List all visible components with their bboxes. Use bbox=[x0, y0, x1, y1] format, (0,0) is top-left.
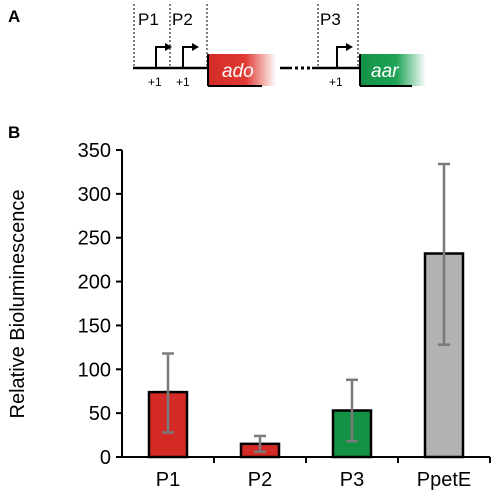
y-tick-label: 250 bbox=[78, 228, 111, 250]
y-tick-label: 350 bbox=[78, 140, 111, 162]
y-tick-label: 150 bbox=[78, 315, 111, 337]
gene-block-ado bbox=[208, 54, 276, 86]
y-tick-label: 0 bbox=[100, 447, 111, 469]
gene-label-ado: ado bbox=[222, 61, 254, 82]
tss-label-p3: +1 bbox=[329, 75, 343, 89]
y-tick-label: 100 bbox=[78, 359, 111, 381]
x-tick-label-p1: P1 bbox=[156, 469, 180, 491]
tss-arrow-p1 bbox=[155, 46, 168, 68]
promoter-label-p3: P3 bbox=[320, 10, 341, 29]
tss-label-p2: +1 bbox=[176, 75, 190, 89]
y-tick-label: 200 bbox=[78, 272, 111, 294]
panel-a: A P1 P2 P3 +1 +1 +1 ado aar bbox=[8, 4, 426, 89]
tss-arrowhead-p2 bbox=[192, 43, 199, 51]
panel-b-label: B bbox=[8, 123, 20, 142]
x-tick-label-p2: P2 bbox=[248, 469, 272, 491]
panel-a-label: A bbox=[8, 7, 20, 26]
promoter-label-p2: P2 bbox=[172, 10, 193, 29]
tss-label-p1: +1 bbox=[148, 75, 162, 89]
gene-block-aar bbox=[360, 54, 426, 86]
y-tick-label: 300 bbox=[78, 184, 111, 206]
tss-arrow-p2 bbox=[182, 46, 195, 68]
tss-arrowhead-p3 bbox=[346, 43, 353, 51]
gene-label-aar: aar bbox=[371, 61, 399, 82]
y-tick-label: 50 bbox=[89, 403, 111, 425]
tss-arrowhead-p1 bbox=[165, 43, 172, 51]
y-axis-title: Relative Bioluminescence bbox=[7, 189, 29, 418]
bar-chart: 0 50 100 150 200 250 300 350 P1 P2 P3 PpetE bbox=[78, 140, 491, 491]
x-tick-label-p3: P3 bbox=[340, 469, 364, 491]
promoter-label-p1: P1 bbox=[138, 10, 159, 29]
x-tick-label-ppete: PpetE bbox=[417, 469, 471, 491]
tss-arrow-p3 bbox=[336, 46, 349, 68]
panel-b: B Relative Bioluminescence 0 50 100 150 200 2… bbox=[7, 123, 491, 491]
